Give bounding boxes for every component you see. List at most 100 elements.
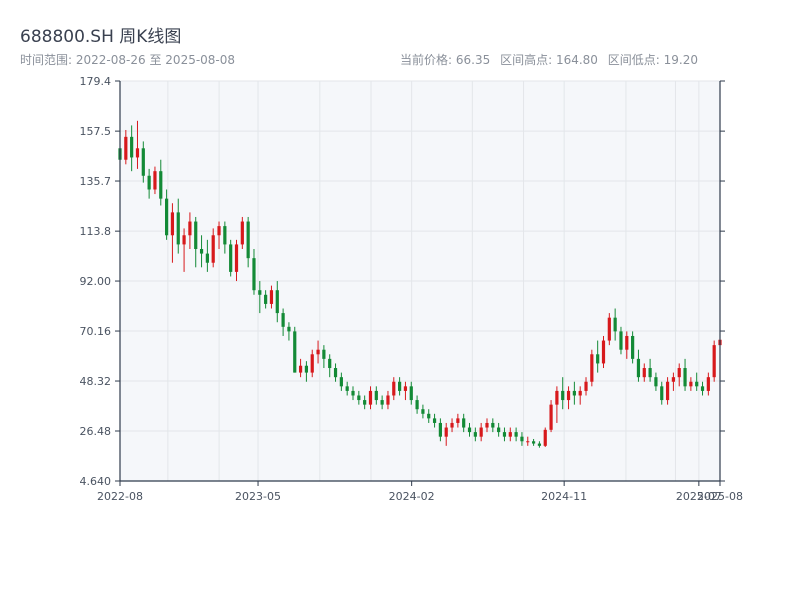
candle-body	[415, 400, 419, 410]
candle-body	[246, 221, 250, 259]
candle-body	[561, 390, 565, 401]
current-price-value: 66.35	[455, 53, 491, 67]
candle-body	[159, 171, 163, 199]
range-sep: 至	[149, 53, 162, 67]
y-tick-label: 70.16	[80, 325, 112, 338]
range-start: 2022-08-26	[75, 53, 146, 67]
candle-body	[345, 386, 349, 391]
candle-body	[217, 226, 221, 236]
candle-body	[432, 418, 437, 423]
candle-body	[531, 441, 536, 444]
range-low-value: 19.20	[663, 53, 698, 67]
x-tick-label: 2024-11	[541, 490, 587, 503]
candle-body	[316, 349, 320, 355]
candle-body	[357, 395, 361, 401]
x-tick-label: 2025-07	[676, 490, 722, 503]
candle-body	[642, 368, 646, 378]
candle-body	[328, 358, 332, 369]
x-tick-label: 2025-08	[697, 490, 743, 503]
candle-body	[363, 400, 367, 405]
x-tick-label: 2023-05	[235, 490, 281, 503]
range-high-value: 164.80	[555, 53, 598, 67]
range-label: 时间范围:	[20, 53, 73, 67]
candle-body	[450, 422, 454, 428]
candle-body	[572, 390, 576, 396]
y-tick-label: 4.640	[80, 475, 112, 488]
page-title: 688800.SH 周K线图	[20, 27, 182, 47]
candle-body	[712, 345, 716, 378]
candle-body	[287, 326, 291, 332]
candle-body	[695, 381, 699, 387]
candle-body	[502, 432, 507, 437]
candle-body	[665, 381, 670, 401]
candle-body	[403, 386, 408, 391]
candle-body	[631, 335, 635, 359]
x-tick-label: 2022-08	[97, 490, 143, 503]
candle-body	[339, 377, 343, 387]
candle-body	[497, 427, 501, 433]
candle-body	[398, 381, 402, 391]
candle-body	[526, 441, 530, 443]
candle-body	[613, 317, 617, 332]
range-high-label: 区间高点:	[500, 53, 553, 67]
candle-body	[351, 390, 355, 396]
candle-body	[508, 432, 512, 437]
candle-body	[176, 212, 180, 245]
candle-body	[578, 390, 582, 396]
candle-body	[240, 221, 244, 245]
candle-body	[147, 175, 151, 190]
current-price-label: 当前价格:	[400, 53, 453, 67]
candle-body	[141, 148, 145, 176]
candle-body	[304, 365, 309, 373]
candle-body	[124, 136, 128, 160]
candle-body	[258, 290, 262, 295]
candle-body	[671, 377, 675, 382]
candle-body	[234, 244, 239, 272]
candle-body	[229, 244, 233, 272]
candle-body	[590, 354, 594, 382]
candle-body	[392, 381, 396, 396]
candle-body	[479, 427, 483, 437]
candle-body	[374, 390, 378, 401]
candle-body	[252, 258, 256, 291]
candle-body	[648, 368, 652, 378]
candle-body	[601, 340, 606, 364]
candle-body	[205, 253, 209, 263]
candle-body	[520, 436, 524, 442]
candle-body	[310, 354, 314, 373]
candle-body	[380, 400, 384, 405]
candle-body	[514, 432, 518, 437]
candle-body	[543, 429, 547, 446]
y-tick-label: 157.5	[80, 125, 112, 138]
candle-body	[636, 358, 641, 378]
candle-body	[706, 377, 710, 391]
candle-body	[607, 317, 611, 341]
candle-body	[555, 390, 559, 405]
candle-body	[467, 427, 472, 433]
candle-body	[170, 212, 175, 236]
time-range: 时间范围: 2022-08-26 至 2025-08-08	[20, 51, 235, 68]
candle-body	[281, 313, 285, 327]
candle-body	[566, 390, 571, 401]
candle-body	[322, 349, 326, 359]
y-tick-label: 135.7	[80, 175, 112, 188]
candle-body	[584, 381, 588, 391]
candle-body	[135, 148, 140, 158]
candle-body	[386, 395, 390, 405]
candle-body	[333, 368, 338, 378]
y-tick-label: 92.00	[80, 275, 112, 288]
candle-body	[683, 368, 687, 387]
candle-body	[188, 221, 192, 236]
candle-body	[456, 418, 460, 423]
candle-body	[485, 422, 489, 428]
candle-body	[275, 290, 279, 314]
candle-body	[491, 422, 495, 428]
candle-body	[549, 404, 553, 430]
candle-body	[427, 413, 431, 419]
candle-body	[182, 235, 186, 245]
candle-body	[165, 198, 169, 236]
candle-body	[199, 249, 204, 254]
candle-body	[293, 331, 297, 373]
candle-body	[409, 386, 413, 401]
